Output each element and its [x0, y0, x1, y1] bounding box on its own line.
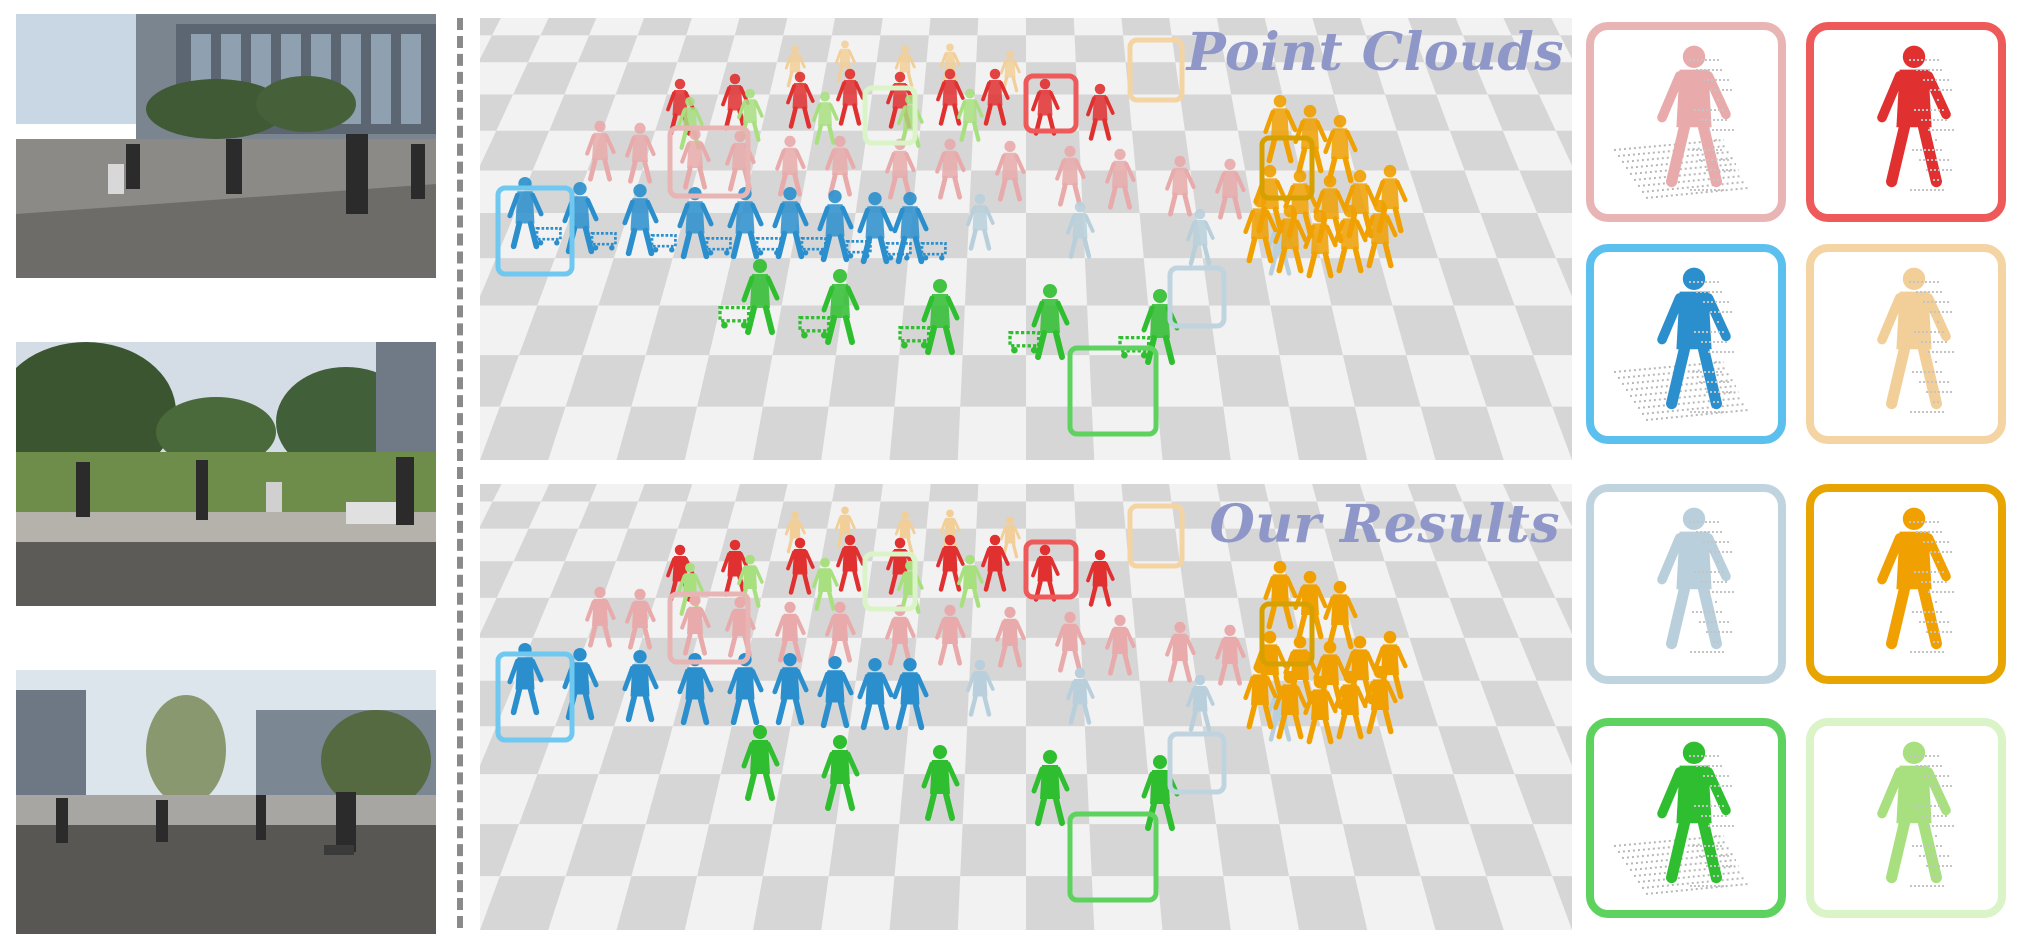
zoom-light-blue [1586, 484, 1786, 684]
scene-photo-1 [16, 14, 436, 278]
scene-photo-3 [16, 670, 436, 934]
our-results-panel: Our Results [480, 484, 1572, 930]
zoom-light-green [1806, 718, 2006, 918]
zoom-blue [1586, 244, 1786, 444]
zoom-green [1586, 718, 1786, 918]
zoom-orange [1806, 484, 2006, 684]
zoom-pink [1586, 22, 1786, 222]
column-divider [457, 18, 463, 928]
top-checker-floor [480, 18, 1572, 460]
zoom-peach [1806, 244, 2006, 444]
zoom-red [1806, 22, 2006, 222]
bottom-checker-floor [480, 484, 1572, 930]
our-results-title: Our Results [1209, 494, 1560, 555]
point-clouds-title: Point Clouds [1186, 22, 1564, 83]
point-clouds-panel: Point Clouds [480, 18, 1572, 460]
scene-photo-2 [16, 342, 436, 606]
